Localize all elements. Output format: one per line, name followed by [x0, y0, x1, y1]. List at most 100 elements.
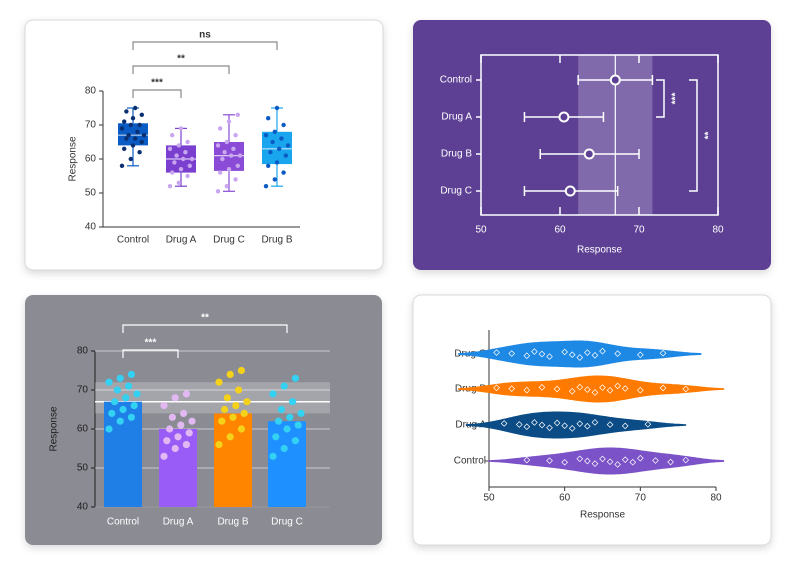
data-point — [176, 143, 181, 148]
mean-marker — [609, 74, 621, 86]
data-point — [297, 409, 305, 417]
y-tick-label: Control — [440, 75, 472, 86]
data-point — [621, 385, 629, 392]
data-point — [127, 370, 135, 378]
significance-label: ** — [177, 54, 185, 65]
data-point — [553, 419, 561, 427]
y-tick-label: 70 — [77, 385, 89, 396]
data-point — [606, 421, 614, 428]
data-point — [553, 385, 561, 393]
data-point — [237, 425, 245, 433]
data-point — [171, 444, 179, 453]
data-point — [133, 136, 138, 141]
data-point — [232, 402, 240, 410]
y-tick-label: 40 — [85, 222, 97, 233]
data-point — [266, 163, 271, 168]
data-point — [508, 385, 516, 392]
data-point — [122, 146, 127, 151]
data-point — [170, 133, 175, 138]
data-point — [119, 126, 125, 131]
data-point — [523, 352, 531, 360]
y-axis-label: Response — [68, 136, 79, 181]
data-point — [124, 109, 129, 114]
data-point — [531, 348, 538, 355]
data-point — [599, 347, 606, 355]
data-point — [561, 422, 568, 430]
data-point — [266, 116, 271, 121]
data-point — [277, 146, 282, 151]
data-point — [291, 374, 299, 382]
violin — [488, 447, 725, 475]
x-axis-label: Response — [577, 245, 622, 256]
y-tick-label: 50 — [77, 463, 89, 474]
y-axis-label: Response — [49, 406, 60, 451]
data-point — [182, 390, 190, 398]
data-point — [235, 386, 243, 394]
data-point — [637, 351, 644, 359]
data-point — [231, 146, 236, 151]
data-point — [181, 156, 186, 162]
data-point — [182, 441, 190, 449]
data-point — [243, 398, 251, 406]
data-point — [561, 348, 568, 356]
data-point — [546, 457, 553, 465]
x-tick-label: 50 — [475, 225, 487, 236]
data-point — [606, 387, 614, 394]
x-tick-label: 60 — [559, 493, 571, 504]
data-point — [272, 129, 277, 134]
data-point — [170, 170, 175, 175]
data-point — [233, 177, 238, 182]
data-point — [538, 384, 546, 391]
data-point — [122, 394, 130, 402]
data-point — [500, 420, 508, 427]
data-point — [644, 420, 652, 428]
x-tick-label: 70 — [635, 493, 647, 504]
x-tick-label: Drug B — [217, 517, 248, 528]
data-point — [127, 413, 135, 421]
data-point — [178, 126, 184, 131]
data-point — [108, 409, 116, 417]
data-point — [222, 150, 227, 155]
data-point — [189, 156, 195, 162]
data-point — [226, 433, 234, 441]
data-point — [218, 417, 226, 425]
data-point — [116, 417, 124, 425]
data-point — [223, 394, 231, 402]
data-point — [218, 170, 223, 175]
data-point — [224, 139, 229, 145]
data-point — [160, 402, 168, 410]
data-point — [523, 456, 531, 464]
data-point — [133, 105, 138, 111]
data-point — [268, 150, 273, 155]
data-point — [215, 441, 223, 449]
data-point — [128, 156, 133, 162]
y-tick-label: 60 — [85, 154, 97, 165]
data-point — [279, 136, 284, 141]
data-point — [229, 413, 237, 421]
data-point — [281, 122, 286, 128]
data-point — [221, 405, 229, 414]
data-point — [160, 452, 168, 460]
data-point — [523, 423, 531, 431]
data-point — [177, 421, 185, 429]
significance-bracket — [122, 324, 288, 333]
significance-label: ** — [201, 313, 209, 324]
data-point — [130, 402, 138, 410]
data-point — [591, 351, 599, 359]
x-tick-label: Drug A — [166, 235, 197, 246]
violin — [465, 411, 687, 439]
data-point — [269, 452, 277, 460]
data-point — [187, 163, 192, 168]
x-tick-label: Control — [107, 517, 139, 528]
data-point — [188, 417, 196, 425]
data-point — [218, 126, 223, 131]
violin — [458, 375, 725, 403]
data-point — [281, 170, 286, 175]
data-point — [135, 129, 140, 134]
data-point — [591, 460, 599, 467]
data-point — [614, 461, 621, 468]
data-point — [237, 366, 245, 375]
x-tick-label: 80 — [710, 493, 722, 504]
y-tick-label: 80 — [85, 86, 97, 97]
plot-frame — [480, 54, 719, 216]
